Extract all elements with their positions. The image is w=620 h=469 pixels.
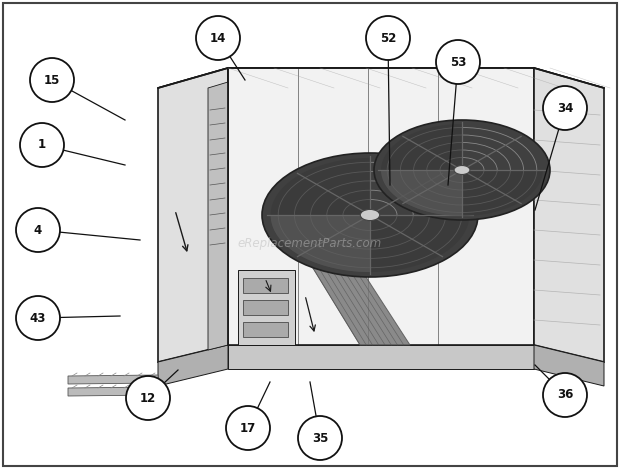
Text: 52: 52 <box>380 31 396 45</box>
Text: 35: 35 <box>312 431 328 445</box>
Circle shape <box>30 58 74 102</box>
Ellipse shape <box>262 153 478 277</box>
Ellipse shape <box>374 120 550 220</box>
Text: 1: 1 <box>38 138 46 151</box>
Polygon shape <box>243 300 288 315</box>
Circle shape <box>126 376 170 420</box>
Text: 15: 15 <box>44 74 60 86</box>
Polygon shape <box>228 345 534 369</box>
Polygon shape <box>238 270 295 345</box>
Circle shape <box>20 123 64 167</box>
Circle shape <box>298 416 342 460</box>
Polygon shape <box>381 170 462 216</box>
Text: 36: 36 <box>557 388 573 401</box>
Polygon shape <box>462 170 543 216</box>
Polygon shape <box>271 215 370 272</box>
Polygon shape <box>243 278 288 293</box>
Polygon shape <box>370 215 469 272</box>
Polygon shape <box>68 387 158 396</box>
Ellipse shape <box>454 166 470 174</box>
Circle shape <box>543 373 587 417</box>
Circle shape <box>16 296 60 340</box>
Polygon shape <box>228 68 534 345</box>
Circle shape <box>226 406 270 450</box>
Text: 43: 43 <box>30 311 46 325</box>
Polygon shape <box>381 170 462 216</box>
Circle shape <box>543 86 587 130</box>
Text: eReplacementParts.com: eReplacementParts.com <box>238 237 382 250</box>
Text: 14: 14 <box>210 31 226 45</box>
Circle shape <box>16 208 60 252</box>
Polygon shape <box>271 158 370 215</box>
Circle shape <box>196 16 240 60</box>
Polygon shape <box>271 215 370 272</box>
Text: 53: 53 <box>450 55 466 68</box>
Ellipse shape <box>360 210 379 220</box>
Polygon shape <box>534 68 604 362</box>
Polygon shape <box>68 375 158 384</box>
Text: 34: 34 <box>557 101 573 114</box>
Polygon shape <box>208 82 228 350</box>
Circle shape <box>436 40 480 84</box>
Polygon shape <box>158 68 604 88</box>
Polygon shape <box>158 345 228 386</box>
Text: 12: 12 <box>140 392 156 404</box>
Polygon shape <box>243 322 288 337</box>
Text: 17: 17 <box>240 422 256 434</box>
Polygon shape <box>534 345 604 386</box>
Polygon shape <box>308 260 410 345</box>
Circle shape <box>366 16 410 60</box>
Text: 4: 4 <box>34 224 42 236</box>
Polygon shape <box>381 124 462 170</box>
Polygon shape <box>158 68 228 362</box>
